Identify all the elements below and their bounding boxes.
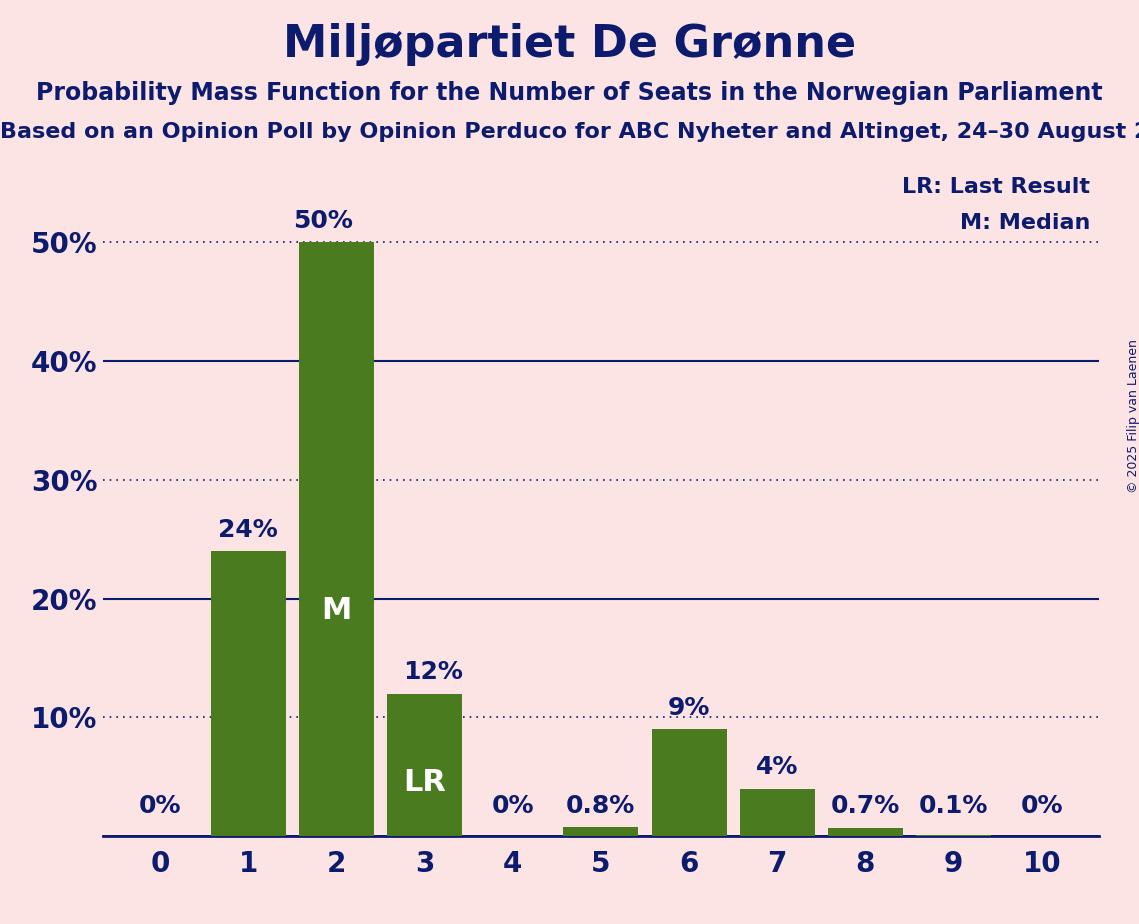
Bar [828,828,903,836]
Bar [739,789,814,836]
Text: Based on an Opinion Poll by Opinion Perduco for ABC Nyheter and Altinget, 24–30 : Based on an Opinion Poll by Opinion Perd… [0,122,1139,142]
Text: 0%: 0% [139,795,181,819]
Text: 4%: 4% [756,755,798,779]
Text: 0.8%: 0.8% [566,795,636,819]
Text: M: M [321,596,352,625]
Bar [387,694,462,836]
Bar [298,242,374,836]
Text: 0%: 0% [491,795,534,819]
Bar [564,827,638,836]
Text: LR: Last Result: LR: Last Result [902,176,1090,197]
Text: 0%: 0% [1021,795,1063,819]
Bar [916,835,991,836]
Text: © 2025 Filip van Laenen: © 2025 Filip van Laenen [1126,339,1139,492]
Text: LR: LR [403,768,445,796]
Text: 12%: 12% [403,660,464,684]
Text: Miljøpartiet De Grønne: Miljøpartiet De Grønne [282,23,857,67]
Text: 0.1%: 0.1% [919,795,989,819]
Text: 9%: 9% [667,696,711,720]
Text: 50%: 50% [293,209,353,233]
Bar [211,551,286,836]
Text: Probability Mass Function for the Number of Seats in the Norwegian Parliament: Probability Mass Function for the Number… [36,81,1103,105]
Text: 24%: 24% [219,517,278,541]
Text: M: Median: M: Median [960,213,1090,233]
Bar [652,729,727,836]
Text: 0.7%: 0.7% [830,795,900,819]
